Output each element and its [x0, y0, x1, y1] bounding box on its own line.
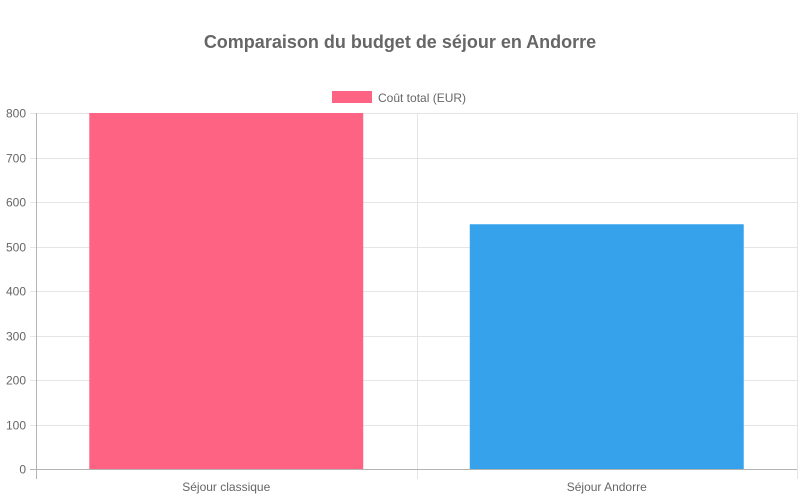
y-tick-label: 800 — [6, 107, 26, 121]
legend-swatch — [332, 91, 372, 103]
bars — [89, 113, 744, 469]
y-tick-label: 300 — [6, 330, 26, 344]
y-tick-label: 700 — [6, 152, 26, 166]
legend-label: Coût total (EUR) — [378, 91, 466, 105]
axes — [30, 113, 797, 479]
y-tick-label: 400 — [6, 285, 26, 299]
chart-title: Comparaison du budget de séjour en Andor… — [204, 32, 596, 52]
x-tick-label: Séjour Andorre — [567, 480, 647, 494]
y-tick-label: 200 — [6, 374, 26, 388]
bar-2[interactable] — [469, 224, 744, 469]
y-tick-label: 100 — [6, 419, 26, 433]
y-tick-label: 500 — [6, 241, 26, 255]
bar-1[interactable] — [89, 113, 364, 469]
x-axis-ticks: Séjour classique Séjour Andorre — [182, 480, 647, 494]
y-tick-label: 0 — [19, 463, 26, 477]
y-tick-label: 600 — [6, 196, 26, 210]
x-tick-label: Séjour classique — [182, 480, 270, 494]
legend[interactable]: Coût total (EUR) — [332, 91, 466, 105]
y-axis-ticks: 0 100 200 300 400 500 600 700 800 — [6, 107, 26, 477]
